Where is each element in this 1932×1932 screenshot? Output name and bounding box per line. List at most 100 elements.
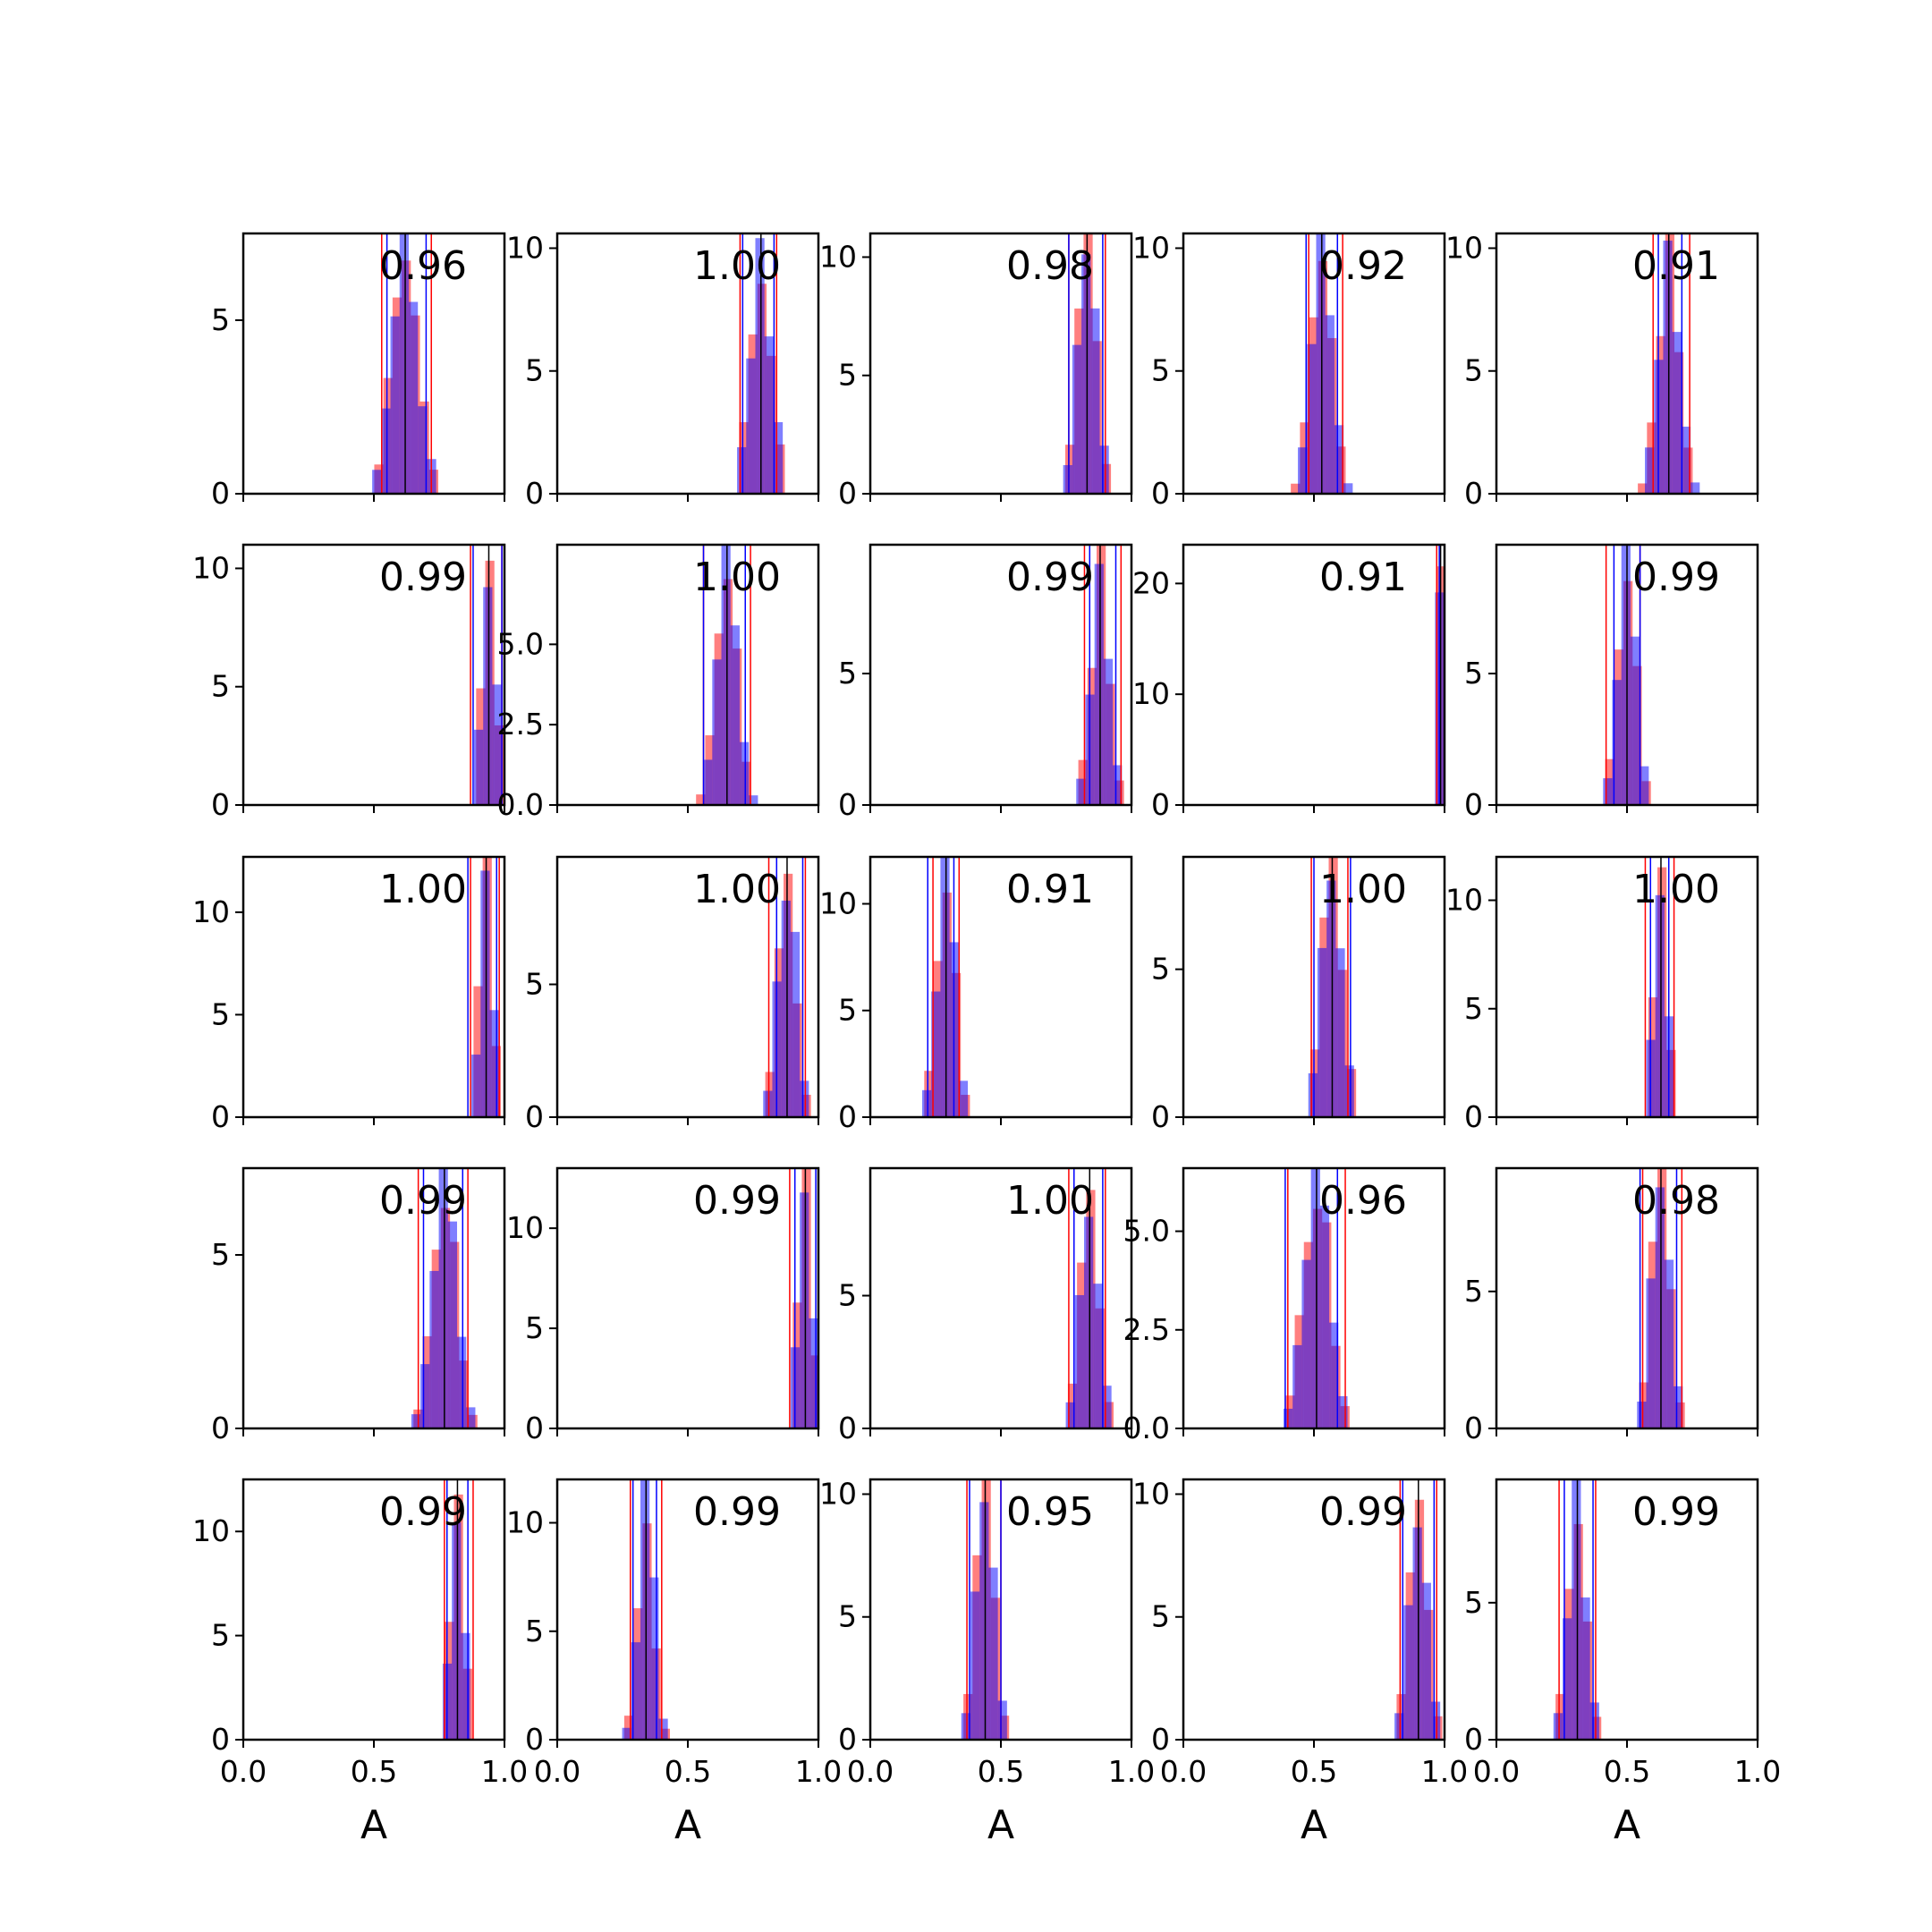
correlation-label: 0.92 <box>1319 243 1407 289</box>
hist-bar-blue <box>1326 880 1336 1117</box>
hist-bar-blue <box>480 870 490 1117</box>
hist-bar-blue <box>411 1414 421 1428</box>
hist-bar-blue <box>737 447 747 494</box>
panel-plot-area <box>737 233 785 494</box>
y-tick-label: 5 <box>1464 656 1483 691</box>
hist-bar-blue <box>1343 483 1353 494</box>
panel-plot-area <box>763 857 811 1117</box>
hist-bar-blue <box>1338 1395 1348 1428</box>
panel-plot-area <box>1435 545 1445 805</box>
hist-bar-blue <box>420 1364 430 1428</box>
correlation-label: 0.99 <box>693 1489 781 1535</box>
y-tick-label: 5 <box>1151 1599 1170 1634</box>
hist-bar-red <box>623 1716 634 1740</box>
y-tick-label: 0 <box>1151 476 1170 511</box>
hist-bar-red <box>696 794 706 805</box>
hist-bar-blue <box>781 900 791 1117</box>
correlation-label: 1.00 <box>1632 867 1720 912</box>
panel-12: 1.00 0 5 <box>525 855 820 1134</box>
hist-bar-blue <box>988 1567 998 1740</box>
correlation-label: 0.96 <box>1319 1178 1407 1224</box>
y-tick-label: 5 <box>1464 1585 1483 1620</box>
hist-bar-blue <box>800 1080 809 1117</box>
hist-bar-blue <box>1310 1168 1320 1428</box>
y-tick-label: 10 <box>1132 676 1170 711</box>
panel-25: 0.99 0 5 0.0 0.5 1.0 A <box>1464 1478 1781 1848</box>
y-tick-label: 5 <box>838 656 857 691</box>
hist-bar-blue <box>1298 447 1308 494</box>
hist-bar-blue <box>961 1713 970 1740</box>
hist-bar-blue <box>452 1522 462 1740</box>
hist-bar-blue <box>979 1502 989 1740</box>
hist-bar-blue <box>1655 1187 1665 1428</box>
panel-3: 0.98 0 5 10 <box>819 232 1133 511</box>
y-tick-label: 5 <box>838 1599 857 1634</box>
hist-bar-blue <box>1612 680 1622 805</box>
x-axis-label: A <box>987 1802 1014 1848</box>
hist-bar-blue <box>1308 1072 1318 1117</box>
hist-bar-blue <box>1344 1065 1354 1117</box>
hist-bar-blue <box>746 358 756 494</box>
panel-2: 1.00 0 5 10 <box>506 230 820 511</box>
correlation-label: 0.98 <box>1006 243 1094 289</box>
x-axis-label: A <box>1614 1802 1640 1848</box>
hist-bar-blue <box>1403 1605 1413 1740</box>
panel-plot-area <box>1553 1479 1602 1740</box>
hist-bar-blue <box>1640 766 1649 805</box>
hist-bar-blue <box>1664 1259 1674 1428</box>
y-tick-label: 0 <box>525 1411 544 1445</box>
hist-bar-blue <box>1292 1344 1302 1428</box>
y-tick-label: 5 <box>211 1618 230 1653</box>
hist-bar-blue <box>997 1700 1007 1740</box>
correlation-label: 0.99 <box>1632 555 1720 600</box>
panel-plot-area <box>1638 233 1700 494</box>
x-tick-label: 0.0 <box>220 1754 267 1789</box>
x-tick-label: 1.0 <box>1421 1754 1468 1789</box>
panel-plot-area <box>372 233 438 494</box>
hist-bar-blue <box>1421 1582 1431 1740</box>
hist-bar-blue <box>1412 1527 1422 1740</box>
x-tick-label: 1.0 <box>795 1754 842 1789</box>
panel-22: 0.99 0 5 10 0.0 0.5 1.0 A <box>506 1478 842 1848</box>
panel-plot-area <box>789 1168 818 1428</box>
hist-bar-blue <box>721 545 731 805</box>
correlation-label: 0.95 <box>1006 1489 1094 1535</box>
y-tick-label: 10 <box>506 230 544 265</box>
x-tick-label: 0.0 <box>1160 1754 1207 1789</box>
hist-bar-blue <box>790 931 801 1117</box>
y-tick-label: 0 <box>1464 476 1483 511</box>
panel-plot-area <box>1394 1479 1443 1740</box>
y-tick-label: 5 <box>1151 353 1170 388</box>
hist-bar-blue <box>461 1632 470 1740</box>
panel-5: 0.91 0 5 10 <box>1445 230 1759 511</box>
hist-bar-blue <box>1063 465 1072 494</box>
x-tick-label: 0.5 <box>665 1754 711 1789</box>
panel-plot-area <box>961 1479 1010 1740</box>
y-tick-label: 10 <box>192 550 230 585</box>
correlation-label: 0.99 <box>1632 1489 1720 1535</box>
hist-bar-blue <box>1072 344 1082 494</box>
y-tick-label: 0 <box>1151 1722 1170 1757</box>
panel-11: 1.00 0 5 10 <box>192 855 506 1134</box>
panel-16: 0.99 0 5 <box>211 1166 506 1445</box>
hist-bar-blue <box>1319 1205 1330 1428</box>
y-tick-label: 5 <box>211 996 230 1031</box>
hist-bar-blue <box>492 684 502 805</box>
panel-plot-area <box>1644 857 1676 1117</box>
panel-plot-area <box>1308 857 1357 1117</box>
x-tick-label: 1.0 <box>1734 1754 1781 1789</box>
panel-6: 0.99 0 5 10 <box>192 543 506 822</box>
y-tick-label: 0 <box>1464 1411 1483 1445</box>
hist-bar-blue <box>466 1407 476 1428</box>
x-tick-label: 0.5 <box>1604 1754 1650 1789</box>
hist-bar-blue <box>940 857 950 1117</box>
hist-bar-blue <box>958 1080 969 1117</box>
panel-18: 1.00 0 5 <box>838 1166 1133 1445</box>
panel-plot-area <box>1283 1168 1350 1428</box>
y-tick-label: 2.5 <box>497 707 544 741</box>
hist-bar-blue <box>1630 636 1640 805</box>
x-axis-label: A <box>1301 1802 1327 1848</box>
x-tick-label: 0.0 <box>1473 1754 1520 1789</box>
hist-bar-blue <box>1093 1284 1103 1428</box>
y-tick-label: 5 <box>525 1310 544 1345</box>
